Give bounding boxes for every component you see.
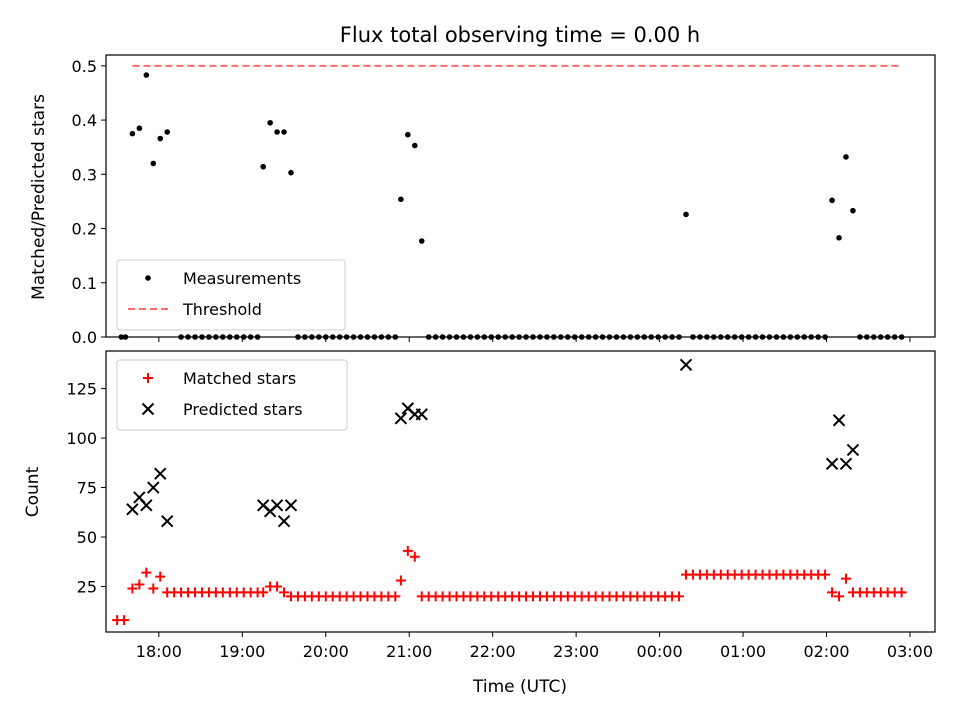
bottom-chart-series-matched-stars-point: [127, 583, 138, 594]
bottom-chart-x-tick-label: 20:00: [303, 642, 349, 661]
bottom-chart-plot-area: [112, 358, 907, 626]
bottom-chart-series-matched-stars-point: [279, 587, 290, 598]
top-chart-series-measurements-point: [129, 130, 136, 137]
bottom-chart-series-predicted-stars-point: [846, 443, 860, 457]
top-chart-legend-item-threshold-label: Threshold: [182, 300, 262, 319]
bottom-chart-series-matched-stars-point: [674, 591, 685, 602]
top-chart-y-tick-label: 0.1: [72, 274, 97, 293]
bottom-chart-x-tick-label: 22:00: [470, 642, 516, 661]
bottom-chart-x-tick-label: 23:00: [553, 642, 599, 661]
bottom-chart-x-tick-label: 00:00: [637, 642, 683, 661]
bottom-chart-series-matched-stars-point: [134, 579, 145, 590]
top-chart-legend: Measurements Threshold: [116, 259, 346, 331]
bottom-chart-y-tick-label: 75: [77, 479, 97, 498]
bottom-chart-x-axis-label: Time (UTC): [472, 677, 567, 697]
bottom-chart-series-matched-stars-point: [840, 573, 851, 584]
top-chart-series-measurements-point: [836, 234, 842, 241]
bottom-chart-series-predicted-stars-point: [154, 467, 167, 480]
top-chart-series-measurements-point: [850, 207, 856, 214]
bottom-chart-series-matched-stars-point: [402, 545, 413, 556]
bottom-chart-series-predicted-stars-point: [839, 457, 853, 471]
bottom-chart-series-matched-stars-point: [409, 551, 420, 562]
bottom-chart-series-predicted-stars-point: [679, 358, 693, 372]
bottom-chart-x-tick-label: 18:00: [136, 642, 182, 661]
top-chart-series-measurements-point: [267, 119, 273, 126]
top-chart-y-tick-label: 0.3: [72, 165, 97, 184]
top-chart-axes: Matched/Predicted stars Measurements Thre…: [29, 54, 936, 347]
bottom-chart-series-predicted-stars-point: [284, 499, 298, 512]
bottom-chart-x-tick-label: 02:00: [803, 642, 849, 661]
bottom-chart-series-predicted-stars-point: [394, 412, 408, 425]
bottom-chart-series-matched-stars-point: [390, 591, 401, 602]
top-chart-series-measurements-point: [683, 211, 689, 218]
bottom-chart-series-predicted-stars: [126, 358, 860, 528]
bottom-chart-legend: Matched stars Predicted stars: [116, 359, 348, 431]
top-chart-y-tick-label: 0.5: [72, 57, 97, 76]
top-chart-series-measurements-point: [398, 196, 404, 203]
top-chart-series-measurements-point: [281, 129, 287, 135]
bottom-chart-frame: [105, 350, 936, 633]
top-chart-series-measurements-point: [405, 131, 411, 138]
bottom-chart-series-predicted-stars-point: [140, 499, 153, 512]
top-chart-title: Flux total observing time = 0.00 h: [340, 23, 700, 47]
bottom-chart-series-matched-stars-point: [395, 575, 406, 586]
bottom-chart-legend-item-matched-stars-swatch: [143, 373, 153, 383]
bottom-chart-series-matched-stars-point: [148, 583, 159, 594]
bottom-chart-x-tick-label: 01:00: [720, 642, 766, 661]
bottom-chart-series-matched-stars-point: [272, 581, 283, 592]
top-chart-frame: [105, 54, 936, 338]
top-chart-series-measurements-point: [411, 142, 418, 149]
bottom-chart-series-matched-stars: [112, 545, 907, 626]
top-chart-y-tick-label: 0.0: [72, 328, 97, 347]
top-chart-series-measurements-point: [843, 154, 849, 160]
top-chart-y-tick-label: 0.2: [72, 220, 97, 239]
bottom-chart-series-matched-stars-point: [834, 591, 845, 602]
top-chart-series-measurements-point: [418, 238, 425, 244]
bottom-chart-legend-item-predicted-stars-swatch: [141, 402, 155, 416]
top-chart-series-measurements-point: [157, 135, 164, 142]
bottom-chart-series-predicted-stars-point: [825, 457, 839, 471]
bottom-chart-y-axis-label: Count: [23, 466, 43, 517]
bottom-chart-series-matched-stars-point: [119, 615, 130, 626]
bottom-chart-series-predicted-stars-point: [126, 503, 139, 516]
bottom-chart-x-tick-label: 19:00: [219, 642, 265, 661]
top-chart-legend-box: [116, 259, 346, 331]
bottom-chart-y-tick-label: 25: [77, 577, 97, 596]
bottom-chart-series-predicted-stars-point: [270, 499, 284, 512]
top-chart-y-tick-label: 0.4: [72, 111, 97, 130]
bottom-chart-series-matched-stars-point: [896, 587, 907, 598]
bottom-chart-y-tick-label: 100: [66, 429, 97, 448]
top-chart-legend-item-measurements-swatch: [145, 275, 151, 281]
bottom-chart-series-predicted-stars-point: [277, 514, 291, 528]
bottom-chart-series-matched-stars-point: [258, 587, 269, 598]
bottom-chart-y-tick-label: 125: [66, 380, 97, 399]
top-chart-series-measurements-point: [143, 72, 150, 78]
bottom-chart-legend-item-predicted-stars-label: Predicted stars: [183, 400, 303, 419]
top-chart-series-measurements-point: [274, 129, 280, 135]
top-chart-series-measurements-point: [150, 160, 157, 167]
top-chart-legend-item-measurements-label: Measurements: [183, 269, 301, 288]
bottom-chart-x-tick-label: 03:00: [887, 642, 933, 661]
top-chart-series-measurements-point: [260, 163, 266, 170]
top-chart-series-measurements-point: [136, 125, 143, 132]
bottom-chart-series-matched-stars-point: [827, 587, 838, 598]
top-chart-series-measurements-point: [164, 129, 171, 135]
bottom-chart-legend-item-matched-stars-label: Matched stars: [183, 369, 296, 388]
bottom-chart-series-matched-stars-point: [141, 567, 152, 578]
bottom-chart-legend-box: [116, 359, 348, 431]
bottom-chart-series-predicted-stars-point: [147, 481, 160, 494]
top-chart-y-axis-label: Matched/Predicted stars: [29, 94, 49, 300]
bottom-chart-series-predicted-stars-point: [415, 408, 428, 421]
bottom-chart-series-matched-stars-point: [155, 571, 166, 582]
bottom-chart-y-tick-label: 50: [77, 528, 97, 547]
top-chart-series-measurements-point: [829, 197, 835, 204]
bottom-chart-series-predicted-stars-point: [832, 414, 846, 427]
bottom-chart-series-predicted-stars-point: [160, 514, 174, 528]
top-chart-series-measurements-point: [288, 169, 294, 176]
bottom-chart-x-tick-label: 21:00: [386, 642, 432, 661]
bottom-chart-axes: Count Time (UTC) Matched stars Predicted …: [23, 350, 936, 697]
bottom-chart-series-matched-stars-point: [820, 569, 831, 580]
